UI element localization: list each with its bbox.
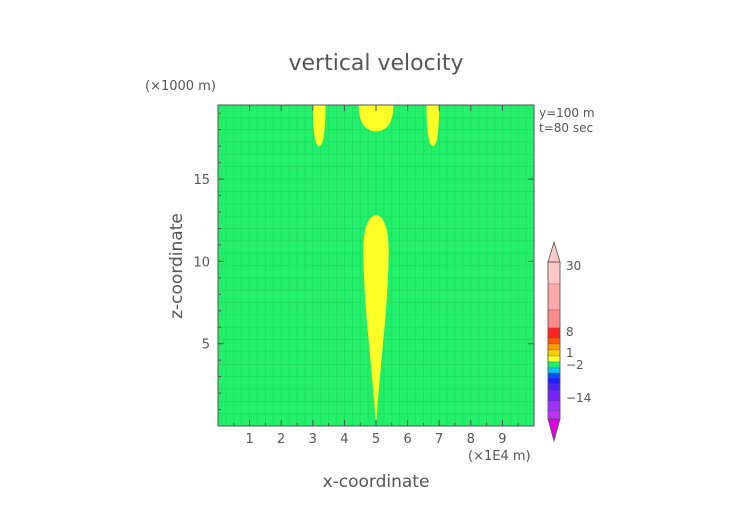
updraft-region-3 [426, 105, 440, 147]
y-tick-label: 15 [193, 173, 210, 188]
x-tick-label: 2 [277, 432, 285, 447]
colorbar-segment [547, 383, 561, 392]
colorbar-segment [547, 361, 561, 369]
x-tick-label: 8 [467, 432, 475, 447]
x-tick-label: 7 [435, 432, 443, 447]
x-tick-label: 3 [309, 432, 317, 447]
colorbar-segment [547, 355, 561, 363]
chart-title: vertical velocity [288, 51, 463, 76]
updraft-region-2 [312, 105, 326, 147]
x-axis-label: x-coordinate [323, 472, 430, 492]
plot-area [217, 104, 535, 427]
colorbar-segment [547, 377, 561, 385]
colorbar-segment [547, 327, 561, 339]
colorbar-segment [547, 309, 561, 329]
x-tick-label: 4 [340, 432, 348, 447]
colorbar-segment [547, 372, 561, 379]
x-tick-label: 6 [403, 432, 411, 447]
colorbar-label: 1 [566, 346, 574, 360]
colorbar-segment [547, 410, 561, 420]
updraft-region-1 [358, 105, 394, 132]
x-tick-label: 5 [372, 432, 380, 447]
annotation-y: y=100 m [539, 106, 595, 120]
colorbar-segment [547, 343, 561, 351]
colorbar-segment [547, 349, 561, 357]
colorbar-frame [547, 261, 561, 420]
colorbar: 30 8 1−2 −14 [547, 240, 591, 443]
y-unit-label: (×1000 m) [145, 79, 216, 94]
y-tick-label: 5 [202, 338, 210, 353]
colorbar-segment [547, 390, 561, 402]
colorbar-segment [547, 283, 561, 311]
colorbar-segment [547, 337, 561, 345]
annotation-t: t=80 sec [539, 121, 593, 135]
colorbar-segment [547, 261, 561, 285]
colorbar-label: 30 [566, 259, 581, 273]
colorbar-segment [547, 400, 561, 412]
colorbar-segment [547, 367, 561, 374]
y-tick-label: 10 [193, 255, 210, 270]
colorbar-label: 8 [566, 325, 574, 339]
x-tick-label: 9 [498, 432, 506, 447]
colorbar-label: −2 [566, 358, 584, 372]
x-unit-label: (×1E4 m) [468, 449, 531, 464]
colorbar-bottom-arrow [547, 418, 561, 443]
updraft-region-0 [363, 215, 389, 426]
x-axis: 1 2 3 4 5 6 7 8 9 [233, 105, 519, 447]
colorbar-top-arrow [547, 240, 561, 263]
y-axis: 5 10 15 [193, 112, 534, 411]
y-axis-label: z-coordinate [167, 213, 187, 319]
colorbar-label: −14 [566, 391, 591, 405]
x-tick-label: 1 [245, 432, 253, 447]
